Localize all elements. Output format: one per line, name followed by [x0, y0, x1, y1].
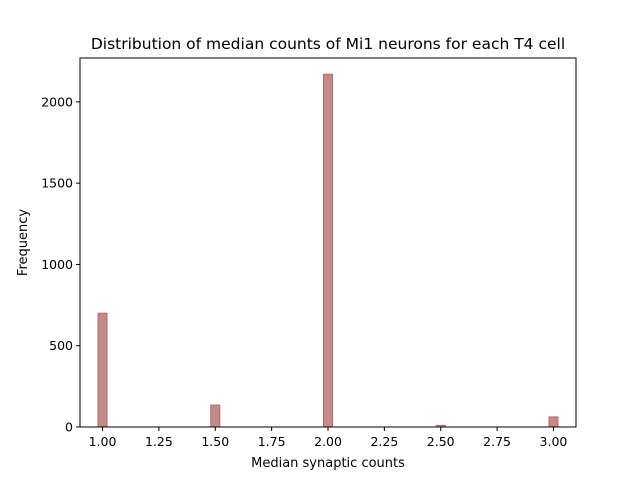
histogram-bar	[210, 404, 221, 428]
y-tick-label: 500	[49, 338, 73, 353]
x-tick-label: 2.50	[427, 434, 455, 449]
y-tick-label: 2000	[41, 94, 73, 109]
x-tick-label: 1.50	[201, 434, 229, 449]
y-tick-label: 0	[65, 420, 73, 435]
y-tick-label: 1500	[41, 176, 73, 191]
x-tick-label: 1.00	[89, 434, 117, 449]
x-tick-label: 3.00	[540, 434, 568, 449]
y-axis-label: Frequency	[16, 209, 31, 276]
x-axis-label: Median synaptic counts	[251, 456, 405, 471]
histogram-bar	[97, 312, 108, 428]
x-axis-ticks: 1.00 1.25 1.50 1.75 2.00 2.25 2.50 2.75 3.00	[89, 427, 568, 449]
histogram-bar	[548, 416, 559, 428]
x-tick-label: 2.00	[314, 434, 342, 449]
y-axis-ticks: 0 500 1000 1500 2000	[41, 94, 80, 435]
bars-group	[97, 73, 559, 428]
x-tick-label: 2.75	[483, 434, 511, 449]
x-tick-label: 2.25	[370, 434, 398, 449]
x-tick-label: 1.75	[258, 434, 286, 449]
y-tick-label: 1000	[41, 257, 73, 272]
x-tick-label: 1.25	[145, 434, 173, 449]
histogram-bar	[322, 73, 334, 428]
chart-title: Distribution of median counts of Mi1 neu…	[91, 35, 565, 53]
plot-frame	[79, 57, 577, 428]
